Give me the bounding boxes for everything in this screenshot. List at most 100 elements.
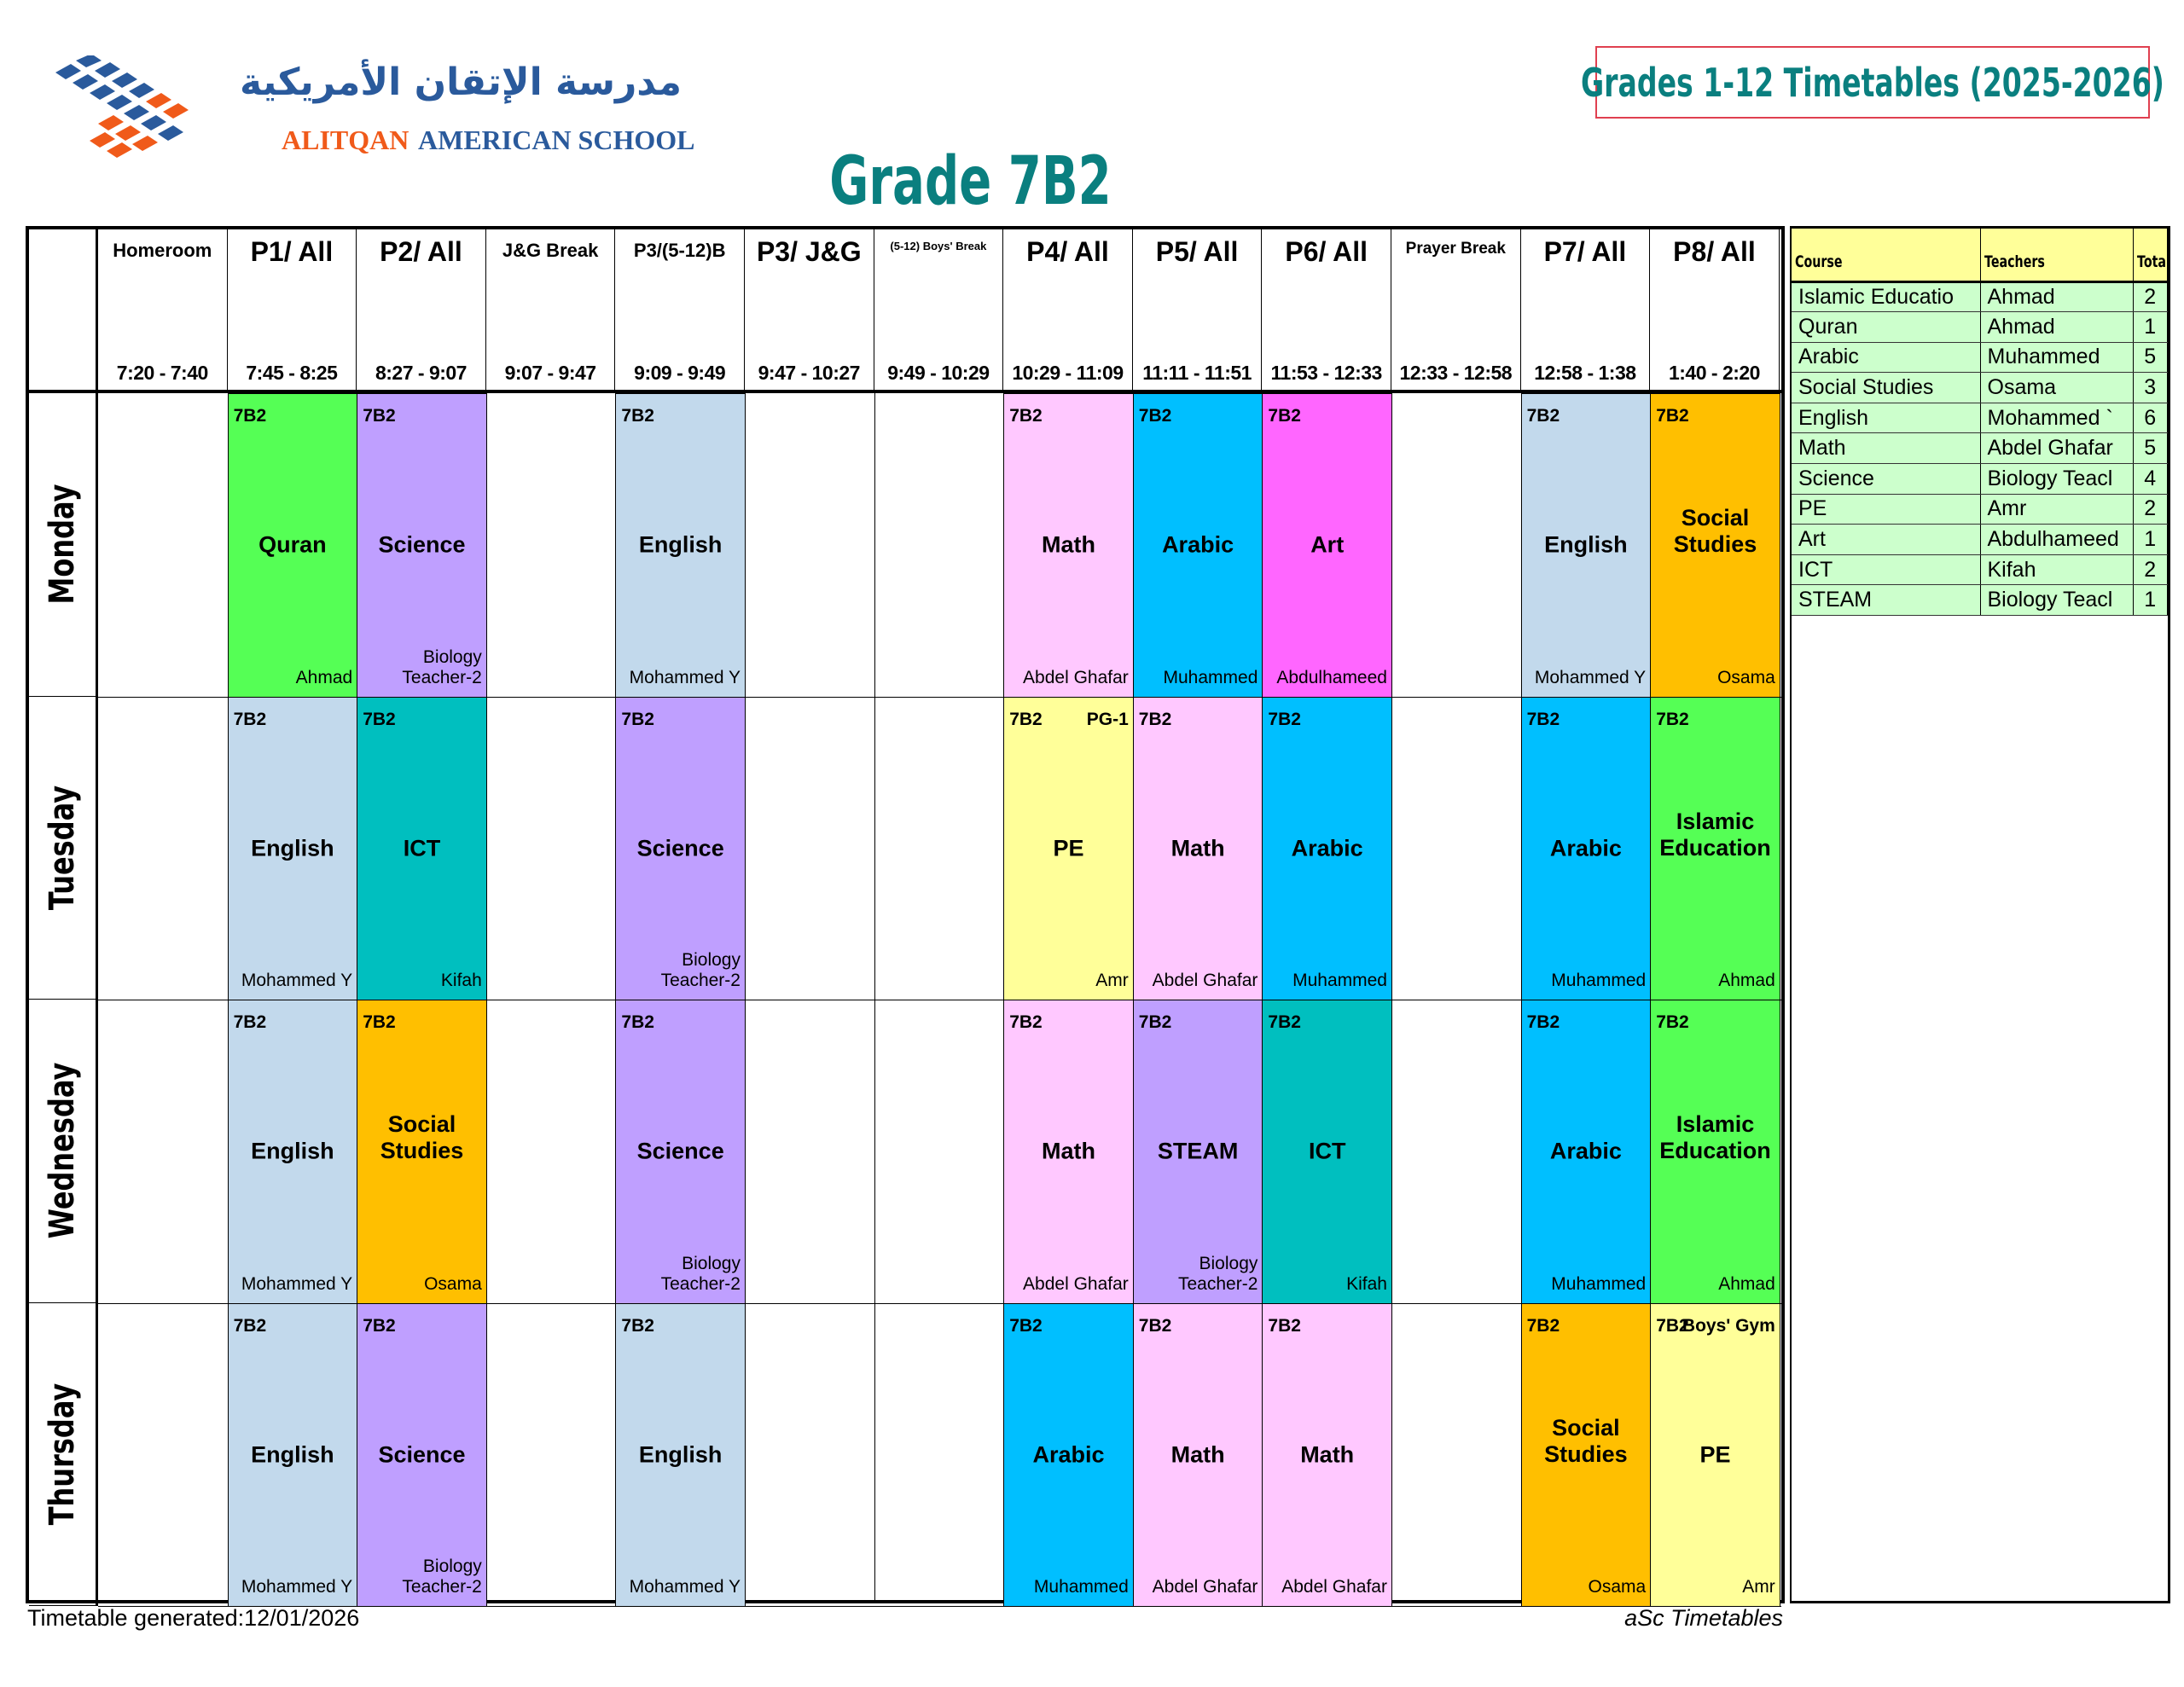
lesson-card[interactable]: 7B2 Quran Ahmad [227, 393, 358, 698]
lesson-card[interactable]: 7B2 Islamic Education Ahmad [1650, 1000, 1780, 1304]
lesson-card[interactable]: 7B2 Math Abdel Ghafar [1132, 696, 1263, 1000]
period-label: Prayer Break [1405, 240, 1506, 258]
lesson-card[interactable]: 7B2 Art Abdulhameed [1262, 393, 1392, 698]
lesson-subject: Art [1310, 531, 1345, 558]
lesson-class: 7B2 [1009, 1012, 1043, 1032]
lesson-subject: Quran [258, 531, 327, 558]
summary-course: PE [1792, 494, 1981, 525]
summary-header: Course [1792, 229, 1981, 283]
lesson-teacher: Biology Teacher-2 [402, 646, 482, 687]
period-label: P8/ All [1673, 236, 1756, 267]
lesson-teacher: Osama [1588, 1577, 1647, 1597]
lesson-subject: Social Studies [380, 1111, 464, 1164]
svg-text:AMERICAN SCHOOL: AMERICAN SCHOOL [418, 125, 694, 155]
lesson-card[interactable]: 7B2 Arabic Muhammed [1132, 393, 1263, 698]
lesson-card[interactable]: 7B2 Science Biology Teacher-2 [357, 393, 487, 698]
period-label: P3/ J&G [756, 236, 862, 267]
lesson-card[interactable]: 7B2 Arabic Muhammed [1520, 1000, 1652, 1304]
lesson-card[interactable]: 7B2 Math Abdel Ghafar [1003, 1000, 1134, 1304]
lesson-teacher: Abdel Ghafar [1281, 1577, 1387, 1597]
lesson-subject: Math [1170, 835, 1225, 861]
lesson-card[interactable]: 7B2 English Mohammed Y [1520, 393, 1652, 698]
summary-row: Arabic Muhammed 5 [1792, 342, 2168, 374]
summary-teacher: Ahmad [1980, 311, 2134, 343]
period-label: (5-12) Boys' Break [890, 240, 987, 252]
lesson-subject: STEAM [1157, 1138, 1239, 1164]
summary-row: PE Amr 2 [1792, 494, 2168, 525]
period-time: 11:11 - 11:51 [1142, 362, 1252, 384]
lesson-class: 7B2 [1656, 406, 1689, 426]
course-summary-table: Course Teachers Tota Islamic Educatio Ahmad… [1790, 226, 2170, 1603]
summary-row: ICT Kifah 2 [1792, 554, 2168, 586]
lesson-card[interactable]: 7B2 Islamic Education Ahmad [1650, 696, 1780, 1000]
period-header: Homeroom 7:20 - 7:40 [98, 229, 228, 391]
summary-row: STEAM Biology Teacl 1 [1792, 584, 2168, 617]
column-divider [1132, 391, 1134, 1600]
lesson-teacher: Abdulhameed [1276, 667, 1387, 687]
period-time: 11:53 - 12:33 [1270, 362, 1383, 384]
period-time: 9:47 - 10:27 [758, 362, 861, 384]
lesson-subject: English [638, 531, 723, 558]
column-divider [874, 391, 875, 1600]
lesson-card[interactable]: 7B2 Math Abdel Ghafar [1003, 393, 1134, 698]
day-label: Monday [43, 484, 82, 605]
lesson-card[interactable]: 7B2 English Mohammed Y [227, 1302, 358, 1607]
lesson-card[interactable]: 7B2 Boys' Gym PE Amr [1650, 1302, 1780, 1607]
lesson-card[interactable]: 7B2 Arabic Muhammed [1262, 696, 1392, 1000]
summary-row: Art Abdulhameed 1 [1792, 524, 2168, 555]
lesson-teacher: Muhammed [1163, 667, 1258, 687]
lesson-subject: ICT [403, 835, 441, 861]
lesson-teacher: Osama [424, 1273, 482, 1294]
lesson-card[interactable]: 7B2 English Mohammed Y [227, 696, 358, 1000]
lesson-teacher: Muhammed [1033, 1577, 1129, 1597]
lesson-card[interactable]: 7B2 Science Biology Teacher-2 [357, 1302, 487, 1607]
lesson-card[interactable]: 7B2 Arabic Muhammed [1520, 696, 1652, 1000]
summary-row: English Mohammed ` 6 [1792, 403, 2168, 434]
summary-header-label: Tota [2136, 252, 2166, 272]
summary-course: Math [1792, 432, 1981, 465]
school-logo: مدرسة الإتقان الأمريكية ALITQAN AMERICAN… [55, 54, 729, 166]
lesson-card[interactable]: 7B2 ICT Kifah [1262, 1000, 1392, 1304]
lesson-card[interactable]: 7B2 Social Studies Osama [357, 1000, 487, 1304]
lesson-card[interactable]: 7B2 Social Studies Osama [1650, 393, 1780, 698]
lesson-card[interactable]: 7B2 English Mohammed Y [227, 1000, 358, 1304]
summary-course: Social Studies [1792, 372, 1981, 403]
lesson-subject: Science [636, 835, 724, 861]
lesson-class: 7B2 [233, 406, 267, 426]
lesson-card[interactable]: 7B2 English Mohammed Y [615, 1302, 746, 1607]
lesson-card[interactable]: 7B2 Math Abdel Ghafar [1132, 1302, 1263, 1607]
lesson-room: PG-1 [1086, 709, 1129, 729]
period-header: P4/ All 10:29 - 11:09 [1003, 229, 1133, 391]
grade-title: Grade 7B2 [715, 143, 1227, 220]
day-label-cell: Monday [29, 393, 98, 697]
lesson-card[interactable]: 7B2 English Mohammed Y [615, 393, 746, 698]
summary-header: Tota [2133, 229, 2168, 283]
lesson-card[interactable]: 7B2 Science Biology Teacher-2 [615, 696, 746, 1000]
lesson-card[interactable]: 7B2 Math Abdel Ghafar [1262, 1302, 1392, 1607]
period-header: P7/ All 12:58 - 1:38 [1521, 229, 1651, 391]
lesson-teacher: Muhammed [1551, 971, 1647, 990]
summary-total: 5 [2133, 342, 2168, 374]
lesson-subject: Science [378, 531, 466, 558]
lesson-card[interactable]: 7B2 PG-1 PE Amr [1003, 696, 1134, 1000]
lesson-card[interactable]: 7B2 Social Studies Osama [1520, 1302, 1652, 1607]
summary-header-label: Course [1795, 252, 1843, 272]
lesson-teacher: Kifah [1346, 1273, 1387, 1294]
lesson-card[interactable]: 7B2 ICT Kifah [357, 696, 487, 1000]
lesson-subject: Social Studies [1673, 505, 1757, 558]
lesson-card[interactable]: 7B2 STEAM Biology Teacher-2 [1132, 1000, 1263, 1304]
lesson-card[interactable]: 7B2 Science Biology Teacher-2 [615, 1000, 746, 1304]
lesson-subject: Arabic [1549, 835, 1622, 861]
lesson-card[interactable]: 7B2 Arabic Muhammed [1003, 1302, 1134, 1607]
summary-teacher: Biology Teacl [1980, 584, 2134, 617]
lesson-teacher: Mohammed Y [241, 1273, 353, 1294]
lesson-class: 7B2 [1009, 1315, 1043, 1336]
summary-course: ICT [1792, 554, 1981, 586]
lesson-teacher: Ahmad [295, 667, 353, 687]
lesson-subject: Arabic [1291, 835, 1363, 861]
period-header: (5-12) Boys' Break 9:49 - 10:29 [874, 229, 1004, 391]
column-divider [485, 391, 487, 1600]
row-divider [98, 1302, 1781, 1304]
period-label: P2/ All [380, 236, 462, 267]
document-title: Grades 1-12 Timetables (2025-2026) [1581, 59, 2164, 106]
